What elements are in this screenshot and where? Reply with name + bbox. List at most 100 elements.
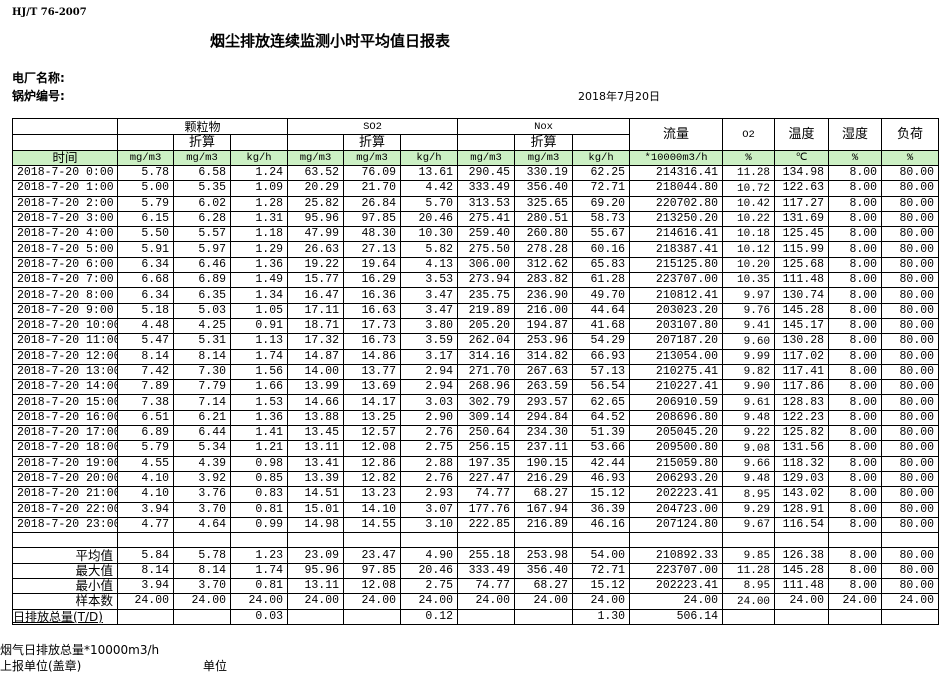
time-cell: 2018-7-20 21:00: [12, 486, 118, 503]
time-cell: 2018-7-20 10:00: [12, 317, 118, 335]
value-cell: 3.17: [400, 348, 459, 365]
summary-row: 最大值 8.14 8.14 1.74 95.96 97.85 20.46 333.49 356.…: [12, 562, 940, 580]
table-row: 2018-7-20 12:00 8.14 8.14 1.74 14.87 14.86 3.1…: [12, 348, 940, 365]
empty-cell: [774, 532, 830, 549]
table-row: 2018-7-20 19:00 4.55 4.39 0.98 13.41 12.86 2.8…: [12, 455, 940, 472]
value-cell: 1.24: [229, 164, 289, 182]
value-cell: 14.98: [287, 516, 345, 534]
table-row: 2018-7-20 0:00 5.78 6.58 1.24 63.52 76.09 13.6…: [12, 164, 940, 182]
value-cell: 190.15: [514, 455, 574, 472]
value-cell: 506.14: [629, 608, 724, 625]
summary-row: 样本数 24.00 24.00 24.00 24.00 24.00 24.00 24.00 24…: [12, 593, 940, 610]
value-cell: 1.05: [229, 302, 289, 319]
value-cell: 9.90: [722, 379, 776, 396]
value-cell: 6.34: [117, 256, 174, 274]
value-cell: 356.40: [514, 562, 574, 580]
unit-cell: mg/m3: [514, 150, 574, 166]
value-cell: 134.98: [774, 164, 830, 182]
report-date: 2018年7月20日: [578, 90, 660, 103]
value-cell: 80.00: [881, 455, 940, 472]
value-cell: 253.98: [514, 547, 574, 564]
value-cell: 12.08: [343, 440, 402, 457]
value-cell: 4.13: [400, 256, 459, 274]
empty-cell: [828, 532, 883, 549]
value-cell: 306.00: [457, 256, 516, 274]
value-cell: 115.99: [774, 241, 830, 258]
time-cell: 2018-7-20 22:00: [12, 501, 118, 518]
value-cell: 16.47: [287, 287, 345, 304]
value-cell: 14.10: [343, 501, 402, 518]
value-cell: 145.17: [774, 317, 830, 335]
value-cell: 14.86: [343, 348, 402, 365]
value-cell: 5.00: [117, 180, 174, 197]
empty-cell: [12, 532, 118, 549]
value-cell: 64.52: [572, 409, 631, 427]
value-cell: 8.00: [828, 272, 883, 289]
table-row: 2018-7-20 21:00 4.10 3.76 0.83 14.51 13.23 2.9…: [12, 486, 940, 503]
value-cell: 6.15: [117, 210, 174, 228]
value-cell: 5.78: [173, 547, 231, 564]
value-cell: 12.08: [343, 578, 402, 595]
value-cell: 11.28: [722, 164, 776, 182]
value-cell: 4.55: [117, 455, 174, 472]
value-cell: 80.00: [881, 363, 940, 381]
value-cell: 15.01: [287, 501, 345, 518]
value-cell: 14.55: [343, 516, 402, 534]
value-cell: 280.51: [514, 210, 574, 228]
header-row-converted: 折算 折算 折算: [12, 134, 939, 151]
header-blank: [572, 134, 631, 151]
value-cell: 8.00: [828, 409, 883, 427]
value-cell: 3.10: [400, 516, 459, 534]
value-cell: 13.39: [287, 470, 345, 488]
value-cell: 15.12: [572, 578, 631, 595]
value-cell: 13.25: [343, 409, 402, 427]
value-cell: 10.72: [722, 180, 776, 197]
value-cell: 80.00: [881, 195, 940, 212]
value-cell: 6.58: [173, 164, 231, 182]
value-cell: 216.29: [514, 470, 574, 488]
value-cell: 210812.41: [629, 287, 724, 304]
time-cell: 2018-7-20 3:00: [12, 210, 118, 228]
time-cell: 2018-7-20 2:00: [12, 195, 118, 212]
value-cell: 9.99: [722, 348, 776, 365]
empty-cell: [514, 532, 574, 549]
value-cell: 80.00: [881, 578, 940, 595]
value-cell: 2.88: [400, 455, 459, 472]
value-cell: 13.11: [287, 578, 345, 595]
value-cell: 6.68: [117, 272, 174, 289]
header-blank: [229, 134, 289, 151]
value-cell: 8.00: [828, 363, 883, 381]
value-cell: 9.82: [722, 363, 776, 381]
value-cell: 0.91: [229, 317, 289, 335]
value-cell: 6.35: [173, 287, 231, 304]
value-cell: 10.22: [722, 210, 776, 228]
value-cell: 20.46: [400, 562, 459, 580]
value-cell: 1.36: [229, 409, 289, 427]
value-cell: 9.76: [722, 302, 776, 319]
value-cell: 80.00: [881, 470, 940, 488]
value-cell: 10.18: [722, 226, 776, 243]
empty-cell: [229, 532, 289, 549]
value-cell: 80.00: [881, 562, 940, 580]
value-cell: 5.82: [400, 241, 459, 258]
table-row: 2018-7-20 15:00 7.38 7.14 1.53 14.66 14.17 3.0…: [12, 394, 940, 411]
value-cell: 46.93: [572, 470, 631, 488]
value-cell: [881, 608, 940, 625]
value-cell: 5.79: [117, 195, 174, 212]
value-cell: 260.80: [514, 226, 574, 243]
table-row: 2018-7-20 23:00 4.77 4.64 0.99 14.98 14.55 3.1…: [12, 516, 940, 534]
empty-cell: [173, 532, 231, 549]
value-cell: 12.86: [343, 455, 402, 472]
table-row: 2018-7-20 5:00 5.91 5.97 1.29 26.63 27.13 5.82…: [12, 241, 940, 258]
value-cell: 8.00: [828, 287, 883, 304]
value-cell: 72.71: [572, 180, 631, 197]
empty-cell: [572, 532, 631, 549]
value-cell: 9.48: [722, 409, 776, 427]
value-cell: 116.54: [774, 516, 830, 534]
time-cell: 2018-7-20 5:00: [12, 241, 118, 258]
value-cell: 128.91: [774, 501, 830, 518]
value-cell: 3.80: [400, 317, 459, 335]
value-cell: 51.39: [572, 425, 631, 442]
value-cell: 253.96: [514, 333, 574, 350]
value-cell: 62.25: [572, 164, 631, 182]
